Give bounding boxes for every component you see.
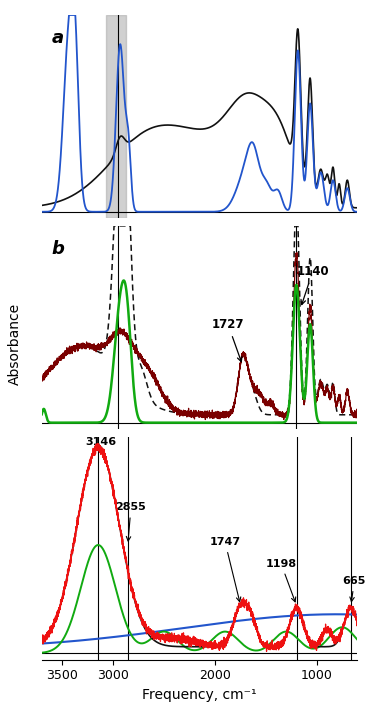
X-axis label: Frequency, cm⁻¹: Frequency, cm⁻¹ xyxy=(142,688,257,702)
Text: 1198: 1198 xyxy=(265,559,297,602)
Text: 665: 665 xyxy=(343,576,366,602)
Text: Absorbance: Absorbance xyxy=(8,303,22,385)
Bar xyxy=(106,15,126,218)
Text: 1747: 1747 xyxy=(209,537,241,602)
Text: 3146: 3146 xyxy=(85,437,116,451)
Text: $\bfit{a}$: $\bfit{a}$ xyxy=(51,29,64,47)
Text: $\bfit{b}$: $\bfit{b}$ xyxy=(51,240,65,258)
Text: 1140: 1140 xyxy=(296,265,329,305)
Text: 1727: 1727 xyxy=(212,318,244,361)
Text: 2855: 2855 xyxy=(116,503,146,541)
